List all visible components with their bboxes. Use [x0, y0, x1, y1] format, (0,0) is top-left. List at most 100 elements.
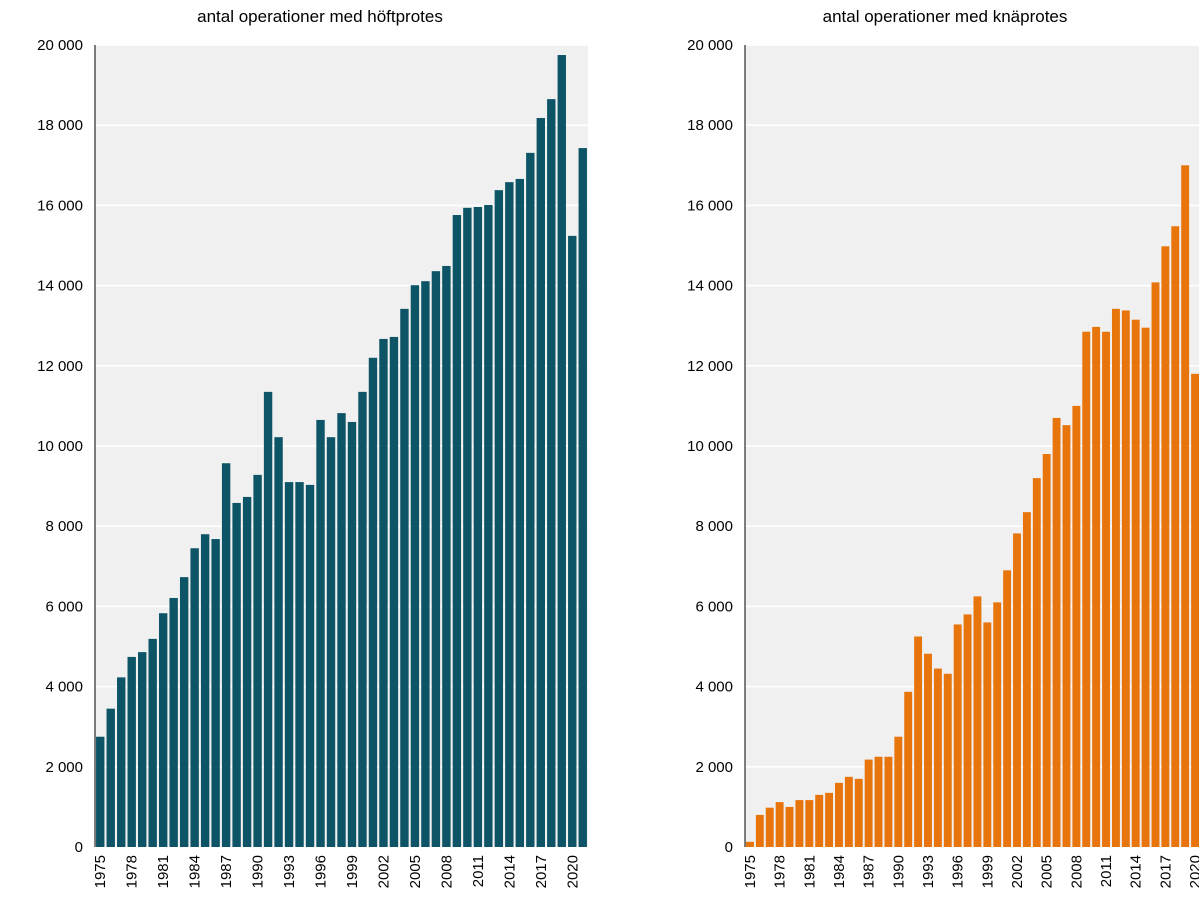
bar — [805, 800, 814, 847]
bar — [765, 807, 774, 847]
bar — [358, 391, 367, 847]
y-tick-label: 0 — [725, 839, 733, 856]
x-tick-label: 2020 — [564, 855, 581, 888]
bar — [505, 182, 514, 848]
bar — [337, 413, 346, 847]
x-tick-label: 2017 — [533, 855, 550, 888]
bar — [305, 484, 315, 847]
x-tick-label: 2002 — [1009, 855, 1026, 888]
x-tick-label: 2020 — [1187, 855, 1199, 888]
x-tick-label: 2011 — [470, 855, 487, 887]
bar — [1072, 405, 1081, 847]
x-tick-label: 1975 — [92, 855, 109, 888]
y-tick-label: 8 000 — [45, 518, 83, 535]
bar — [1102, 331, 1110, 848]
bar — [347, 421, 357, 847]
bar — [557, 55, 566, 847]
bar — [1191, 373, 1199, 847]
bar — [1151, 282, 1160, 848]
bar — [933, 668, 942, 847]
bar — [274, 437, 283, 847]
bar — [1161, 246, 1170, 847]
bar — [389, 336, 399, 847]
bar — [253, 474, 262, 847]
x-tick-label: 2002 — [375, 855, 392, 888]
x-tick-label: 1993 — [281, 855, 298, 888]
bar — [825, 792, 834, 847]
bar — [547, 99, 556, 847]
x-tick-label: 1981 — [155, 855, 172, 888]
bar — [379, 338, 388, 847]
bar — [973, 596, 982, 847]
bar — [515, 178, 525, 847]
bar — [1013, 533, 1021, 847]
bar — [874, 756, 883, 847]
x-tick-label: 1999 — [344, 855, 361, 888]
x-tick-label: 1984 — [831, 855, 848, 888]
bar — [963, 614, 972, 847]
bar — [452, 215, 462, 848]
bar — [138, 652, 147, 847]
y-tick-label: 2 000 — [45, 759, 83, 776]
bar — [410, 285, 420, 848]
y-tick-label: 16 000 — [687, 197, 733, 214]
bar — [106, 708, 115, 847]
x-tick-label: 1984 — [187, 855, 204, 888]
bar — [835, 782, 843, 847]
bar — [368, 357, 378, 847]
bar — [494, 190, 504, 848]
bar — [1121, 310, 1130, 847]
bar — [1111, 308, 1120, 847]
bar — [96, 736, 105, 847]
y-tick-label: 12 000 — [687, 358, 733, 375]
bar — [526, 152, 535, 847]
bar — [211, 539, 220, 847]
bar — [993, 602, 1002, 847]
x-tick-label: 1978 — [772, 855, 789, 888]
y-tick-label: 10 000 — [687, 438, 733, 455]
y-tick-label: 14 000 — [687, 278, 733, 295]
bar — [953, 624, 962, 847]
bar — [785, 806, 794, 847]
x-tick-label: 1990 — [890, 855, 907, 888]
y-tick-label: 2 000 — [695, 759, 733, 776]
y-tick-label: 18 000 — [37, 117, 83, 134]
bar — [169, 597, 178, 847]
x-tick-label: 1978 — [124, 855, 141, 888]
bar — [263, 391, 273, 847]
y-tick-label: 20 000 — [37, 37, 83, 54]
y-tick-label: 16 000 — [37, 197, 83, 214]
y-tick-label: 4 000 — [695, 679, 733, 696]
y-tick-label: 14 000 — [37, 278, 83, 295]
bar — [983, 622, 992, 847]
bar — [463, 207, 472, 847]
bar — [190, 548, 199, 847]
x-tick-label: 2005 — [1039, 855, 1056, 888]
bar — [1082, 331, 1091, 848]
chart-title: antal operationer med knäprotes — [823, 7, 1068, 26]
x-tick-label: 1981 — [801, 855, 818, 888]
bar — [1131, 319, 1140, 847]
y-tick-label: 8 000 — [695, 518, 733, 535]
bar — [1032, 478, 1041, 847]
bar — [1171, 226, 1180, 847]
bar — [924, 653, 932, 847]
bar — [400, 308, 409, 847]
bar — [473, 207, 483, 847]
x-tick-label: 1993 — [920, 855, 937, 888]
bar — [536, 117, 545, 848]
bar — [421, 281, 430, 848]
bar — [568, 235, 577, 848]
bar — [127, 656, 136, 847]
bar — [775, 802, 784, 847]
bar — [431, 271, 441, 847]
bar — [854, 778, 863, 847]
x-tick-label: 2008 — [438, 855, 455, 888]
bar — [442, 265, 451, 847]
bar — [148, 638, 157, 847]
y-tick-label: 18 000 — [687, 117, 733, 134]
bar — [200, 534, 210, 847]
bar — [755, 814, 764, 847]
bar — [844, 776, 853, 847]
